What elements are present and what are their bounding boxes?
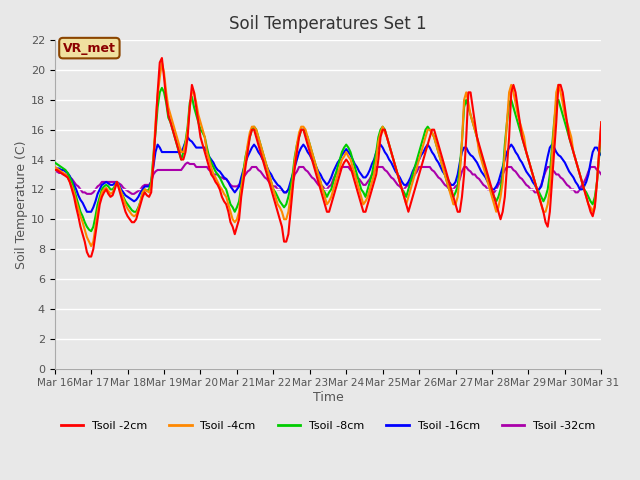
Title: Soil Temperatures Set 1: Soil Temperatures Set 1 bbox=[229, 15, 427, 33]
Legend: Tsoil -2cm, Tsoil -4cm, Tsoil -8cm, Tsoil -16cm, Tsoil -32cm: Tsoil -2cm, Tsoil -4cm, Tsoil -8cm, Tsoi… bbox=[56, 417, 600, 436]
Y-axis label: Soil Temperature (C): Soil Temperature (C) bbox=[15, 140, 28, 268]
X-axis label: Time: Time bbox=[312, 391, 344, 404]
Text: VR_met: VR_met bbox=[63, 42, 116, 55]
